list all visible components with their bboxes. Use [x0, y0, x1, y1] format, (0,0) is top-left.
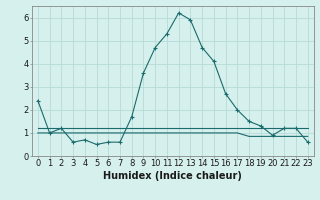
X-axis label: Humidex (Indice chaleur): Humidex (Indice chaleur) [103, 171, 242, 181]
